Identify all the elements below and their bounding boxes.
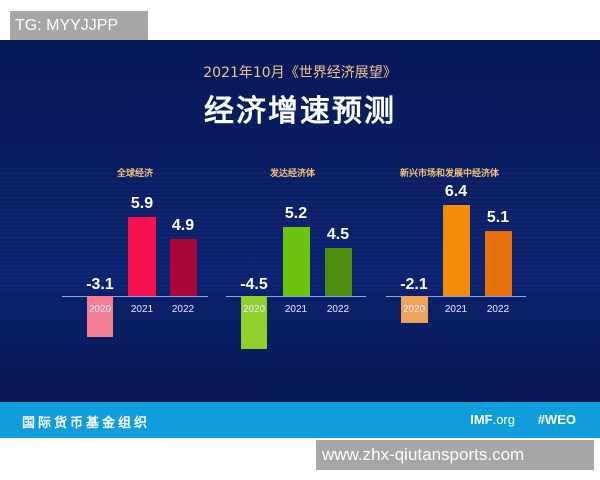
- imf-bold: IMF: [470, 412, 493, 427]
- footer-imf-link: IMF.org: [470, 412, 515, 427]
- value-emerging-2021: 6.4: [444, 183, 468, 200]
- value-advanced-2020: -4.5: [240, 276, 268, 293]
- value-advanced-2022: 4.5: [326, 226, 350, 243]
- year-global-2020: 2020: [88, 304, 112, 315]
- value-global-2022: 4.9: [171, 217, 195, 234]
- value-global-2020: -3.1: [86, 276, 114, 293]
- value-emerging-2020: -2.1: [400, 276, 428, 293]
- year-emerging-2020: 2020: [402, 304, 426, 315]
- chart-title-advanced: 发达经济体: [270, 169, 316, 179]
- page-title: 经济增速预测: [204, 94, 396, 129]
- bar-global-2021: [128, 217, 156, 296]
- bar-advanced-2020: [241, 296, 267, 349]
- footer-hashtag: #WEO: [537, 412, 576, 427]
- bar-advanced-2021: [283, 227, 310, 296]
- year-emerging-2021: 2021: [444, 304, 468, 315]
- baseline-advanced: [226, 296, 366, 297]
- bar-emerging-2021: [443, 205, 470, 296]
- bar-emerging-2020: [401, 296, 428, 323]
- year-advanced-2020: 2020: [242, 304, 266, 315]
- year-advanced-2021: 2021: [284, 304, 308, 315]
- imf-org: .org: [492, 412, 515, 427]
- chart-title-emerging: 新兴市场和发展中经济体: [400, 169, 500, 179]
- year-global-2022: 2022: [171, 304, 195, 315]
- year-advanced-2022: 2022: [326, 304, 350, 315]
- footer-bar: 国际货币基金组织 IMF.org #WEO: [0, 402, 600, 438]
- baseline-emerging: [386, 296, 526, 297]
- infographic-panel: 2021年10月《世界经济展望》 经济增速预测 全球经济 -3.1 5.9 4.…: [0, 40, 600, 402]
- value-advanced-2021: 5.2: [284, 205, 308, 222]
- bar-global-2020: [87, 296, 113, 337]
- bar-advanced-2022: [325, 248, 352, 296]
- watermark-top: TG: MYYJJPP: [10, 11, 148, 41]
- chart-title-global: 全球经济: [117, 169, 154, 179]
- value-global-2021: 5.9: [130, 195, 154, 212]
- footer-org-name: 国际货币基金组织: [22, 416, 151, 431]
- bar-global-2022: [170, 239, 197, 296]
- watermark-bottom: www.zhx-qiutansports.com: [316, 440, 594, 470]
- subtitle: 2021年10月《世界经济展望》: [203, 65, 397, 81]
- value-emerging-2022: 5.1: [486, 209, 510, 226]
- bar-emerging-2022: [485, 231, 512, 296]
- year-global-2021: 2021: [130, 304, 154, 315]
- year-emerging-2022: 2022: [486, 304, 510, 315]
- baseline-global: [62, 296, 208, 297]
